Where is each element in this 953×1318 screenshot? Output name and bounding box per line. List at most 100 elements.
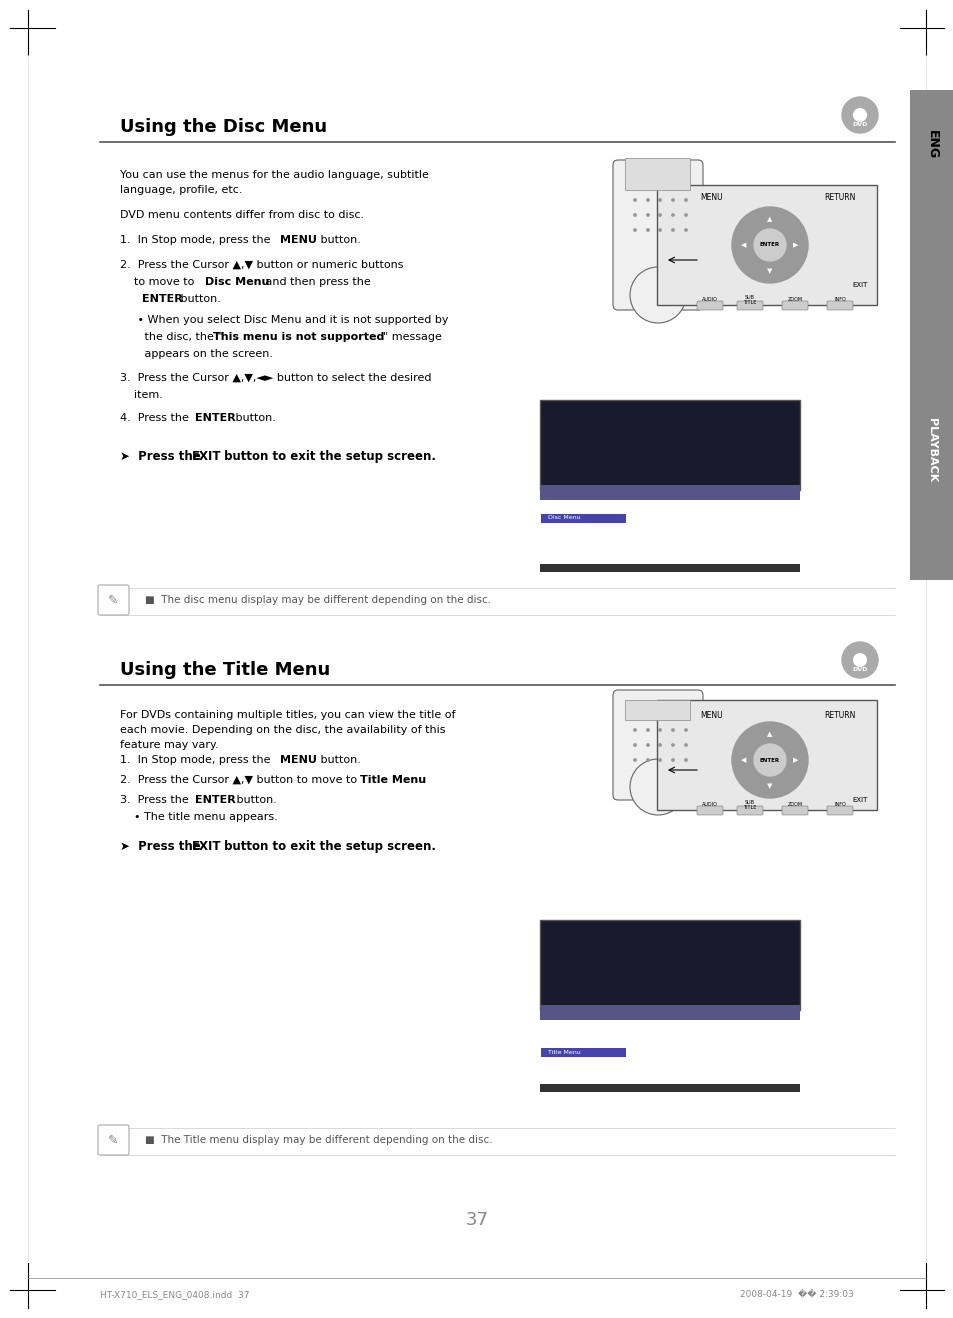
Text: ↩ MOVE: ↩ MOVE [547,573,570,579]
Text: ▲: ▲ [766,216,772,223]
Circle shape [731,207,807,283]
Text: .: . [419,775,423,786]
Text: SUB
TITLE: SUB TITLE [742,295,756,306]
Text: HT-X710_ELS_ENG_0408.indd  37: HT-X710_ELS_ENG_0408.indd 37 [100,1290,250,1300]
Text: ▼: ▼ [766,268,772,274]
Text: and then press the: and then press the [262,277,371,287]
Text: to move to: to move to [120,277,197,287]
FancyBboxPatch shape [657,185,876,304]
Circle shape [684,229,686,231]
Text: • When you select Disc Menu and it is not supported by: • When you select Disc Menu and it is no… [120,315,448,326]
Circle shape [659,759,660,762]
Text: button.: button. [177,294,221,304]
Text: INFO: INFO [833,803,845,808]
Text: For DVDs containing multiple titles, you can view the title of
each movie. Depen: For DVDs containing multiple titles, you… [120,710,455,750]
Circle shape [671,743,674,746]
Text: ENTER: ENTER [760,243,780,248]
Text: Disc Menu: Disc Menu [205,277,269,287]
Text: ✎: ✎ [108,593,118,606]
Text: • The title menu appears.: • The title menu appears. [120,812,277,822]
Text: DVD: DVD [851,667,867,672]
Circle shape [633,759,636,762]
FancyBboxPatch shape [697,301,722,310]
Text: Using the Disc Menu: Using the Disc Menu [120,119,327,136]
Circle shape [684,759,686,762]
Text: appears on the screen.: appears on the screen. [120,349,273,358]
Text: button.: button. [233,795,276,805]
Text: ✕ EXIT: ✕ EXIT [700,1094,718,1098]
Text: TITLE MENU: TITLE MENU [555,1025,601,1031]
Circle shape [671,229,674,231]
FancyBboxPatch shape [826,301,852,310]
Text: Title Menu: Title Menu [359,775,426,786]
Circle shape [671,729,674,731]
Text: AUDIO: AUDIO [701,803,718,808]
Text: SUB
TITLE: SUB TITLE [742,800,756,811]
FancyBboxPatch shape [826,807,852,815]
FancyBboxPatch shape [657,700,876,811]
Text: Setup: Setup [547,1078,566,1082]
Text: AUDIO: AUDIO [701,298,718,303]
Circle shape [841,642,877,677]
Text: ➤  Press the: ➤ Press the [120,449,205,463]
FancyBboxPatch shape [624,158,689,190]
Text: INFO: INFO [833,298,845,303]
FancyBboxPatch shape [624,700,689,720]
Text: ◀: ◀ [740,243,746,248]
Text: ENTER: ENTER [194,795,235,805]
Text: Audio: Audio [547,543,565,548]
Text: ↩ MOVE: ↩ MOVE [547,1094,570,1098]
Circle shape [753,745,785,776]
Text: ■  The disc menu display may be different depending on the disc.: ■ The disc menu display may be different… [145,594,491,605]
Text: DISC MENU: DISC MENU [555,505,598,511]
Text: the disc, the ": the disc, the " [120,332,222,341]
Circle shape [671,759,674,762]
Circle shape [633,743,636,746]
Text: ✓ ENTER: ✓ ENTER [619,1094,643,1098]
Circle shape [671,199,674,202]
Text: button to exit the setup screen.: button to exit the setup screen. [220,449,436,463]
Text: ■  The Title menu display may be different depending on the disc.: ■ The Title menu display may be differen… [145,1135,492,1145]
Circle shape [671,214,674,216]
Text: This menu is not supported: This menu is not supported [213,332,384,341]
Text: Setup: Setup [547,558,566,563]
FancyBboxPatch shape [539,399,800,490]
Text: for Disc Show: for Disc Show [644,550,692,556]
Text: for Title Show: for Title Show [644,1070,692,1075]
Circle shape [853,654,865,667]
Circle shape [646,759,649,762]
Text: MENU: MENU [700,710,721,720]
Circle shape [646,743,649,746]
FancyBboxPatch shape [540,1048,625,1057]
Text: Disc Menu: Disc Menu [547,515,580,521]
FancyBboxPatch shape [781,301,807,310]
FancyBboxPatch shape [98,1126,129,1155]
Text: Disc Menu: Disc Menu [547,1036,580,1040]
Text: You can use the menus for the audio language, subtitle
language, profile, etc.: You can use the menus for the audio lang… [120,170,429,195]
Circle shape [629,759,685,815]
Text: ✎: ✎ [108,1133,118,1147]
Text: MENU: MENU [700,194,721,203]
Text: EXIT: EXIT [192,449,221,463]
Circle shape [853,108,865,121]
Text: 3.  Press the Cursor ▲,▼,◄► button to select the desired: 3. Press the Cursor ▲,▼,◄► button to sel… [120,373,431,384]
FancyBboxPatch shape [737,301,762,310]
Text: 1.  In Stop mode, press the: 1. In Stop mode, press the [120,755,274,764]
Text: Title Menu: Title Menu [547,530,580,535]
Text: ▶: ▶ [792,757,798,763]
FancyBboxPatch shape [613,159,702,310]
FancyBboxPatch shape [909,90,953,580]
Text: MENU: MENU [280,235,316,245]
Text: Press Enter key: Press Enter key [644,1057,698,1064]
Text: Audio: Audio [547,1064,565,1069]
FancyBboxPatch shape [539,485,800,500]
Text: button.: button. [232,413,275,423]
FancyBboxPatch shape [613,691,702,800]
FancyBboxPatch shape [697,807,722,815]
Circle shape [753,229,785,261]
Text: ENTER: ENTER [760,758,780,763]
Circle shape [684,214,686,216]
Text: DVD menu contents differ from disc to disc.: DVD menu contents differ from disc to di… [120,210,364,220]
Text: ZOOM: ZOOM [786,298,801,303]
Circle shape [659,214,660,216]
